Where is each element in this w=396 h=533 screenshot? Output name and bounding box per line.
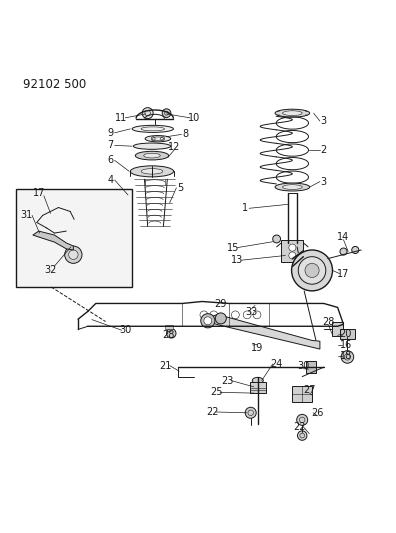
Circle shape bbox=[231, 311, 239, 319]
Text: 7: 7 bbox=[108, 140, 114, 150]
Circle shape bbox=[204, 317, 212, 325]
Text: 22: 22 bbox=[293, 422, 306, 432]
Ellipse shape bbox=[133, 143, 171, 149]
Circle shape bbox=[253, 311, 261, 319]
Text: 14: 14 bbox=[337, 232, 350, 241]
Ellipse shape bbox=[282, 111, 302, 116]
Text: 19: 19 bbox=[251, 343, 263, 352]
Text: 28: 28 bbox=[162, 330, 174, 340]
Bar bbox=[332, 322, 343, 336]
Text: 22: 22 bbox=[206, 407, 219, 417]
Text: 30: 30 bbox=[297, 361, 310, 370]
Text: 92102 500: 92102 500 bbox=[23, 78, 86, 91]
Circle shape bbox=[167, 329, 176, 338]
Ellipse shape bbox=[275, 109, 310, 117]
Ellipse shape bbox=[130, 166, 173, 177]
Ellipse shape bbox=[144, 154, 160, 158]
Polygon shape bbox=[202, 314, 320, 349]
Text: 2: 2 bbox=[321, 145, 327, 155]
Text: 20: 20 bbox=[340, 329, 352, 339]
Circle shape bbox=[289, 244, 296, 251]
Text: 17: 17 bbox=[33, 188, 45, 198]
Circle shape bbox=[298, 257, 326, 284]
Text: 30: 30 bbox=[120, 325, 132, 335]
Text: 6: 6 bbox=[108, 155, 114, 165]
Text: 24: 24 bbox=[270, 359, 283, 369]
Text: 23: 23 bbox=[221, 376, 233, 385]
Circle shape bbox=[297, 414, 308, 425]
Text: 33: 33 bbox=[246, 307, 258, 317]
Ellipse shape bbox=[252, 377, 263, 384]
Ellipse shape bbox=[275, 183, 310, 191]
Circle shape bbox=[341, 351, 354, 363]
Circle shape bbox=[201, 314, 215, 328]
Text: 1: 1 bbox=[242, 203, 248, 213]
Ellipse shape bbox=[141, 168, 163, 174]
Circle shape bbox=[245, 407, 256, 418]
Text: 5: 5 bbox=[177, 183, 183, 193]
Circle shape bbox=[215, 313, 226, 324]
Bar bbox=[339, 329, 355, 339]
Text: 3: 3 bbox=[321, 116, 327, 126]
Bar bbox=[250, 382, 266, 393]
Ellipse shape bbox=[282, 185, 302, 189]
Text: 15: 15 bbox=[227, 243, 240, 253]
Circle shape bbox=[142, 108, 153, 119]
Text: 16: 16 bbox=[340, 340, 352, 350]
Ellipse shape bbox=[135, 151, 169, 160]
Text: 28: 28 bbox=[322, 317, 335, 327]
Circle shape bbox=[69, 250, 78, 260]
Text: 12: 12 bbox=[168, 142, 181, 151]
Ellipse shape bbox=[145, 135, 171, 142]
FancyBboxPatch shape bbox=[16, 189, 132, 287]
Text: 13: 13 bbox=[231, 255, 244, 265]
Text: 18: 18 bbox=[340, 351, 352, 361]
Text: 27: 27 bbox=[303, 385, 316, 395]
Polygon shape bbox=[33, 231, 73, 250]
Text: 17: 17 bbox=[337, 269, 350, 279]
Circle shape bbox=[210, 311, 218, 319]
Ellipse shape bbox=[132, 125, 173, 132]
Circle shape bbox=[65, 246, 82, 263]
Text: 29: 29 bbox=[215, 299, 227, 309]
Bar bbox=[282, 240, 303, 262]
Bar bbox=[292, 386, 312, 402]
Text: 21: 21 bbox=[160, 361, 172, 370]
Text: 32: 32 bbox=[45, 265, 57, 276]
Text: 10: 10 bbox=[188, 113, 200, 123]
Text: 9: 9 bbox=[108, 128, 114, 138]
Text: 25: 25 bbox=[210, 387, 222, 397]
Text: 31: 31 bbox=[21, 211, 33, 220]
Bar bbox=[306, 361, 316, 373]
Circle shape bbox=[340, 248, 347, 255]
Circle shape bbox=[243, 311, 251, 319]
Circle shape bbox=[273, 235, 281, 243]
Circle shape bbox=[305, 263, 319, 278]
Circle shape bbox=[352, 246, 359, 254]
Circle shape bbox=[291, 250, 333, 291]
Circle shape bbox=[162, 109, 171, 117]
Text: 11: 11 bbox=[115, 113, 128, 123]
Circle shape bbox=[289, 252, 296, 259]
Bar bbox=[165, 326, 173, 329]
Circle shape bbox=[297, 431, 307, 440]
Circle shape bbox=[200, 311, 208, 319]
Text: 3: 3 bbox=[321, 176, 327, 187]
Text: 8: 8 bbox=[182, 130, 188, 139]
Text: 26: 26 bbox=[311, 408, 324, 418]
Text: 4: 4 bbox=[108, 175, 114, 185]
